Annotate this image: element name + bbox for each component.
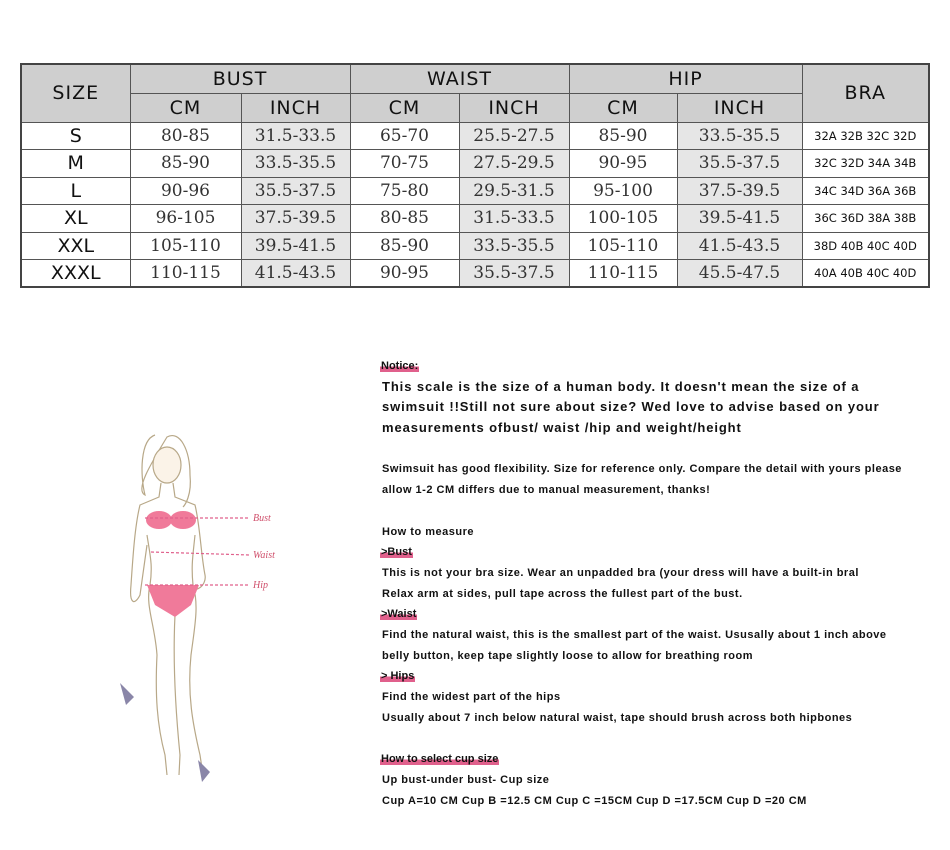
header-bust-cm: CM (129, 92, 242, 123)
cell-bust-cm: 80-85 (129, 121, 242, 150)
cell-waist-cm: 70-75 (349, 149, 460, 178)
hips-line: Find the widest part of the hips (382, 691, 561, 704)
cell-waist-in: 31.5-33.5 (458, 204, 570, 233)
header-waist-cm: CM (349, 92, 460, 123)
cell-waist-cm: 80-85 (349, 204, 460, 233)
table-row: XXXL 110-115 41.5-43.5 90-95 35.5-37.5 110-11… (20, 259, 930, 288)
cell-bust-in: 35.5-37.5 (240, 176, 351, 205)
waist-label: Waist (253, 550, 275, 561)
waist-line: Find the natural waist, this is the smal… (382, 629, 887, 642)
cell-bust-in: 37.5-39.5 (240, 204, 351, 233)
cell-bust-cm: 110-115 (129, 259, 242, 288)
cell-bust-cm: 85-90 (129, 149, 242, 178)
table-row: XXL 105-110 39.5-41.5 85-90 33.5-35.5 105-110… (20, 231, 930, 260)
cup-title: How to select cup size (380, 753, 500, 766)
bust-line: This is not your bra size. Wear an unpad… (382, 566, 859, 579)
cell-bust-cm: 96-105 (129, 204, 242, 233)
cell-waist-in: 25.5-27.5 (458, 121, 570, 150)
cell-size: XXL (20, 231, 131, 260)
cell-waist-in: 35.5-37.5 (458, 259, 570, 288)
cell-waist-in: 29.5-31.5 (458, 176, 570, 205)
hips-title: > Hips (380, 670, 416, 683)
cell-size: XL (20, 204, 131, 233)
cell-hip-in: 39.5-41.5 (676, 204, 803, 233)
cell-hip-cm: 95-100 (568, 176, 678, 205)
header-waist-inch: INCH (458, 92, 570, 123)
cell-hip-in: 41.5-43.5 (676, 231, 803, 260)
header-size: SIZE (20, 63, 131, 123)
cell-bra: 32A 32B 32C 32D (801, 121, 930, 150)
cell-hip-in: 37.5-39.5 (676, 176, 803, 205)
flex-line: Swimsuit has good flexibility. Size for … (382, 463, 902, 476)
cell-waist-in: 33.5-35.5 (458, 231, 570, 260)
cup-line: Cup A=10 CM Cup B =12.5 CM Cup C =15CM C… (382, 794, 807, 807)
cell-hip-cm: 110-115 (568, 259, 678, 288)
notice-line: measurements ofbust/ waist /hip and weig… (382, 420, 742, 436)
cell-bra: 34C 34D 36A 36B (801, 176, 930, 205)
cell-size: L (20, 176, 131, 205)
cell-size: S (20, 121, 131, 150)
woman-figure-drawing: Bust Waist Hip (120, 434, 275, 782)
cell-bust-cm: 90-96 (129, 176, 242, 205)
header-hip: HIP (568, 63, 803, 94)
cell-size: M (20, 149, 131, 178)
header-hip-cm: CM (568, 92, 678, 123)
cell-bust-in: 33.5-35.5 (240, 149, 351, 178)
size-chart-table: SIZE BUST WAIST HIP BRA CM INCH CM INCH … (20, 63, 930, 288)
cell-bra: 38D 40B 40C 40D (801, 231, 930, 260)
cell-hip-in: 45.5-47.5 (676, 259, 803, 288)
cell-bust-in: 39.5-41.5 (240, 231, 351, 260)
header-bust-inch: INCH (240, 92, 351, 123)
cell-waist-cm: 65-70 (349, 121, 460, 150)
header-waist: WAIST (349, 63, 570, 94)
bust-title: >Bust (380, 546, 413, 559)
waist-line: belly button, keep tape slightly loose t… (382, 649, 753, 662)
bust-label: Bust (253, 513, 271, 524)
hip-label: Hip (252, 580, 268, 591)
notice-line: swimsuit !!Still not sure about size? We… (382, 399, 880, 415)
size-notes: Notice: This scale is the size of a huma… (380, 356, 942, 811)
bust-line: Relax arm at sides, pull tape across the… (382, 587, 743, 600)
cell-hip-cm: 105-110 (568, 231, 678, 260)
cell-hip-cm: 100-105 (568, 204, 678, 233)
table-row: XL 96-105 37.5-39.5 80-85 31.5-33.5 100-105 39… (20, 204, 930, 233)
header-hip-inch: INCH (676, 92, 803, 123)
table-row: M 85-90 33.5-35.5 70-75 27.5-29.5 90-95 35.5-3… (20, 149, 930, 178)
cell-bra: 32C 32D 34A 34B (801, 149, 930, 178)
cell-waist-cm: 85-90 (349, 231, 460, 260)
how-to-measure: How to measure (382, 525, 474, 538)
table-row: L 90-96 35.5-37.5 75-80 29.5-31.5 95-100 37.5-… (20, 176, 930, 205)
notice-title: Notice: (380, 360, 420, 372)
flex-line: allow 1-2 CM differs due to manual measu… (382, 484, 711, 497)
cell-bra: 40A 40B 40C 40D (801, 259, 930, 288)
waist-title: >Waist (380, 608, 418, 621)
cell-bust-cm: 105-110 (129, 231, 242, 260)
body-measurement-illustration: Bust Waist Hip (95, 425, 325, 795)
cell-hip-cm: 85-90 (568, 121, 678, 150)
cell-hip-in: 33.5-35.5 (676, 121, 803, 150)
cell-size: XXXL (20, 259, 131, 288)
header-bra: BRA (801, 63, 930, 123)
cell-hip-cm: 90-95 (568, 149, 678, 178)
table-row: S 80-85 31.5-33.5 65-70 25.5-27.5 85-90 33.5-3… (20, 121, 930, 150)
cell-bust-in: 31.5-33.5 (240, 121, 351, 150)
cell-waist-cm: 90-95 (349, 259, 460, 288)
cell-waist-cm: 75-80 (349, 176, 460, 205)
notice-line: This scale is the size of a human body. … (382, 378, 860, 394)
cell-hip-in: 35.5-37.5 (676, 149, 803, 178)
hips-line: Usually about 7 inch below natural waist… (382, 711, 853, 724)
cup-line: Up bust-under bust- Cup size (382, 773, 550, 786)
cell-bust-in: 41.5-43.5 (240, 259, 351, 288)
header-bust: BUST (129, 63, 351, 94)
cell-waist-in: 27.5-29.5 (458, 149, 570, 178)
cell-bra: 36C 36D 38A 38B (801, 204, 930, 233)
